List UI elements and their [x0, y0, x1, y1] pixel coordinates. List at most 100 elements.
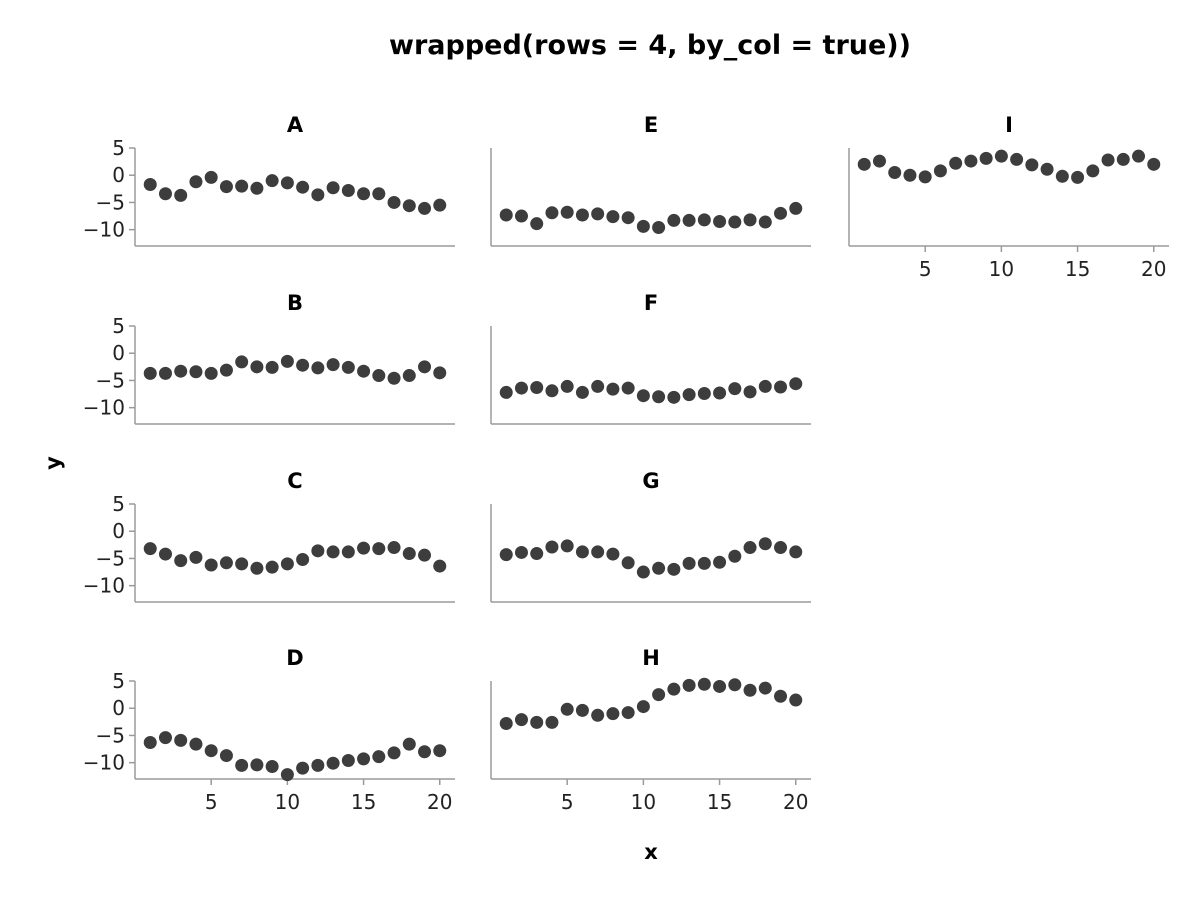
- data-point: [933, 164, 947, 178]
- data-point: [1010, 152, 1024, 166]
- data-point: [189, 550, 203, 564]
- data-point: [728, 382, 742, 396]
- data-point: [296, 553, 310, 567]
- data-point: [903, 168, 917, 182]
- data-point: [743, 385, 757, 399]
- data-point: [545, 540, 559, 554]
- y-tick-label: −5: [96, 546, 125, 570]
- panel-A: A 5 0 −5 −10: [83, 113, 455, 247]
- data-point: [265, 360, 279, 374]
- data-point: [265, 759, 279, 773]
- data-point: [575, 208, 589, 222]
- data-point: [964, 154, 978, 168]
- y-tick-label: −10: [83, 574, 125, 598]
- data-point: [774, 541, 788, 555]
- y-tick-label: −5: [96, 723, 125, 747]
- data-point: [514, 713, 528, 727]
- panel-D: D 5 0 −5 −10 5 10 15 20: [83, 646, 455, 814]
- data-point: [652, 220, 666, 234]
- data-point: [265, 174, 279, 188]
- panel-F: F: [490, 291, 811, 425]
- data-point: [606, 210, 620, 224]
- data-point: [1147, 157, 1161, 171]
- data-point: [667, 390, 681, 404]
- data-point: [713, 679, 727, 693]
- data-point: [387, 195, 401, 209]
- data-point: [621, 706, 635, 720]
- x-tick-label: 5: [205, 790, 218, 814]
- data-point: [545, 384, 559, 398]
- data-point: [621, 556, 635, 570]
- data-point: [667, 682, 681, 696]
- y-tick-label: 0: [112, 696, 125, 720]
- data-point: [1116, 152, 1130, 166]
- panel-E: E: [490, 113, 811, 247]
- data-point: [728, 549, 742, 563]
- data-point: [204, 170, 218, 184]
- data-point: [1025, 158, 1039, 172]
- panel-label: A: [287, 113, 304, 137]
- data-point: [311, 544, 325, 558]
- data-point: [697, 387, 711, 401]
- x-tick-label: 15: [1065, 257, 1090, 281]
- data-point: [789, 377, 803, 391]
- data-point: [789, 693, 803, 707]
- data-point: [341, 545, 355, 559]
- data-point: [682, 213, 696, 227]
- data-point: [545, 715, 559, 729]
- data-point: [433, 559, 447, 573]
- data-point: [341, 360, 355, 374]
- x-tick-label: 5: [561, 790, 574, 814]
- data-point: [530, 217, 544, 231]
- data-point: [949, 156, 963, 170]
- data-point: [341, 183, 355, 197]
- data-point: [174, 554, 188, 568]
- data-point: [591, 708, 605, 722]
- data-point: [591, 379, 605, 393]
- panel-label: I: [1005, 113, 1013, 137]
- data-point: [697, 556, 711, 570]
- data-point: [296, 761, 310, 775]
- data-point: [418, 360, 432, 374]
- data-point: [667, 213, 681, 227]
- data-point: [789, 201, 803, 215]
- data-point: [357, 541, 371, 555]
- data-point: [189, 175, 203, 189]
- data-point: [418, 745, 432, 759]
- data-point: [499, 385, 513, 399]
- data-point: [530, 715, 544, 729]
- data-point: [387, 371, 401, 385]
- y-tick-label: 0: [112, 519, 125, 543]
- panel-label: B: [287, 291, 303, 315]
- data-point: [402, 737, 416, 751]
- y-tick-label: −5: [96, 368, 125, 392]
- data-point: [296, 358, 310, 372]
- data-point: [743, 683, 757, 697]
- data-point: [591, 545, 605, 559]
- data-point: [357, 364, 371, 378]
- data-point: [250, 561, 264, 575]
- data-point: [857, 157, 871, 171]
- data-point: [402, 369, 416, 383]
- panel-grid: A 5 0 −5 −10 B 5 0 −5 −10 C 5 0 −5 −10 D 5 0 −5 −10 5 10 15 20 E…: [83, 113, 1169, 814]
- data-point: [174, 733, 188, 747]
- data-point: [743, 541, 757, 555]
- data-point: [418, 201, 432, 215]
- data-point: [728, 678, 742, 692]
- data-point: [311, 361, 325, 375]
- data-point: [1132, 149, 1146, 163]
- data-point: [636, 389, 650, 403]
- panel-G: G: [490, 469, 811, 603]
- data-point: [235, 355, 249, 369]
- data-point: [250, 181, 264, 195]
- data-point: [418, 548, 432, 562]
- data-point: [372, 542, 386, 556]
- x-tick-label: 10: [631, 790, 656, 814]
- data-point: [204, 744, 218, 758]
- data-point: [158, 731, 172, 745]
- data-point: [606, 707, 620, 721]
- data-point: [560, 379, 574, 393]
- data-point: [774, 206, 788, 220]
- y-tick-label: −10: [83, 751, 125, 775]
